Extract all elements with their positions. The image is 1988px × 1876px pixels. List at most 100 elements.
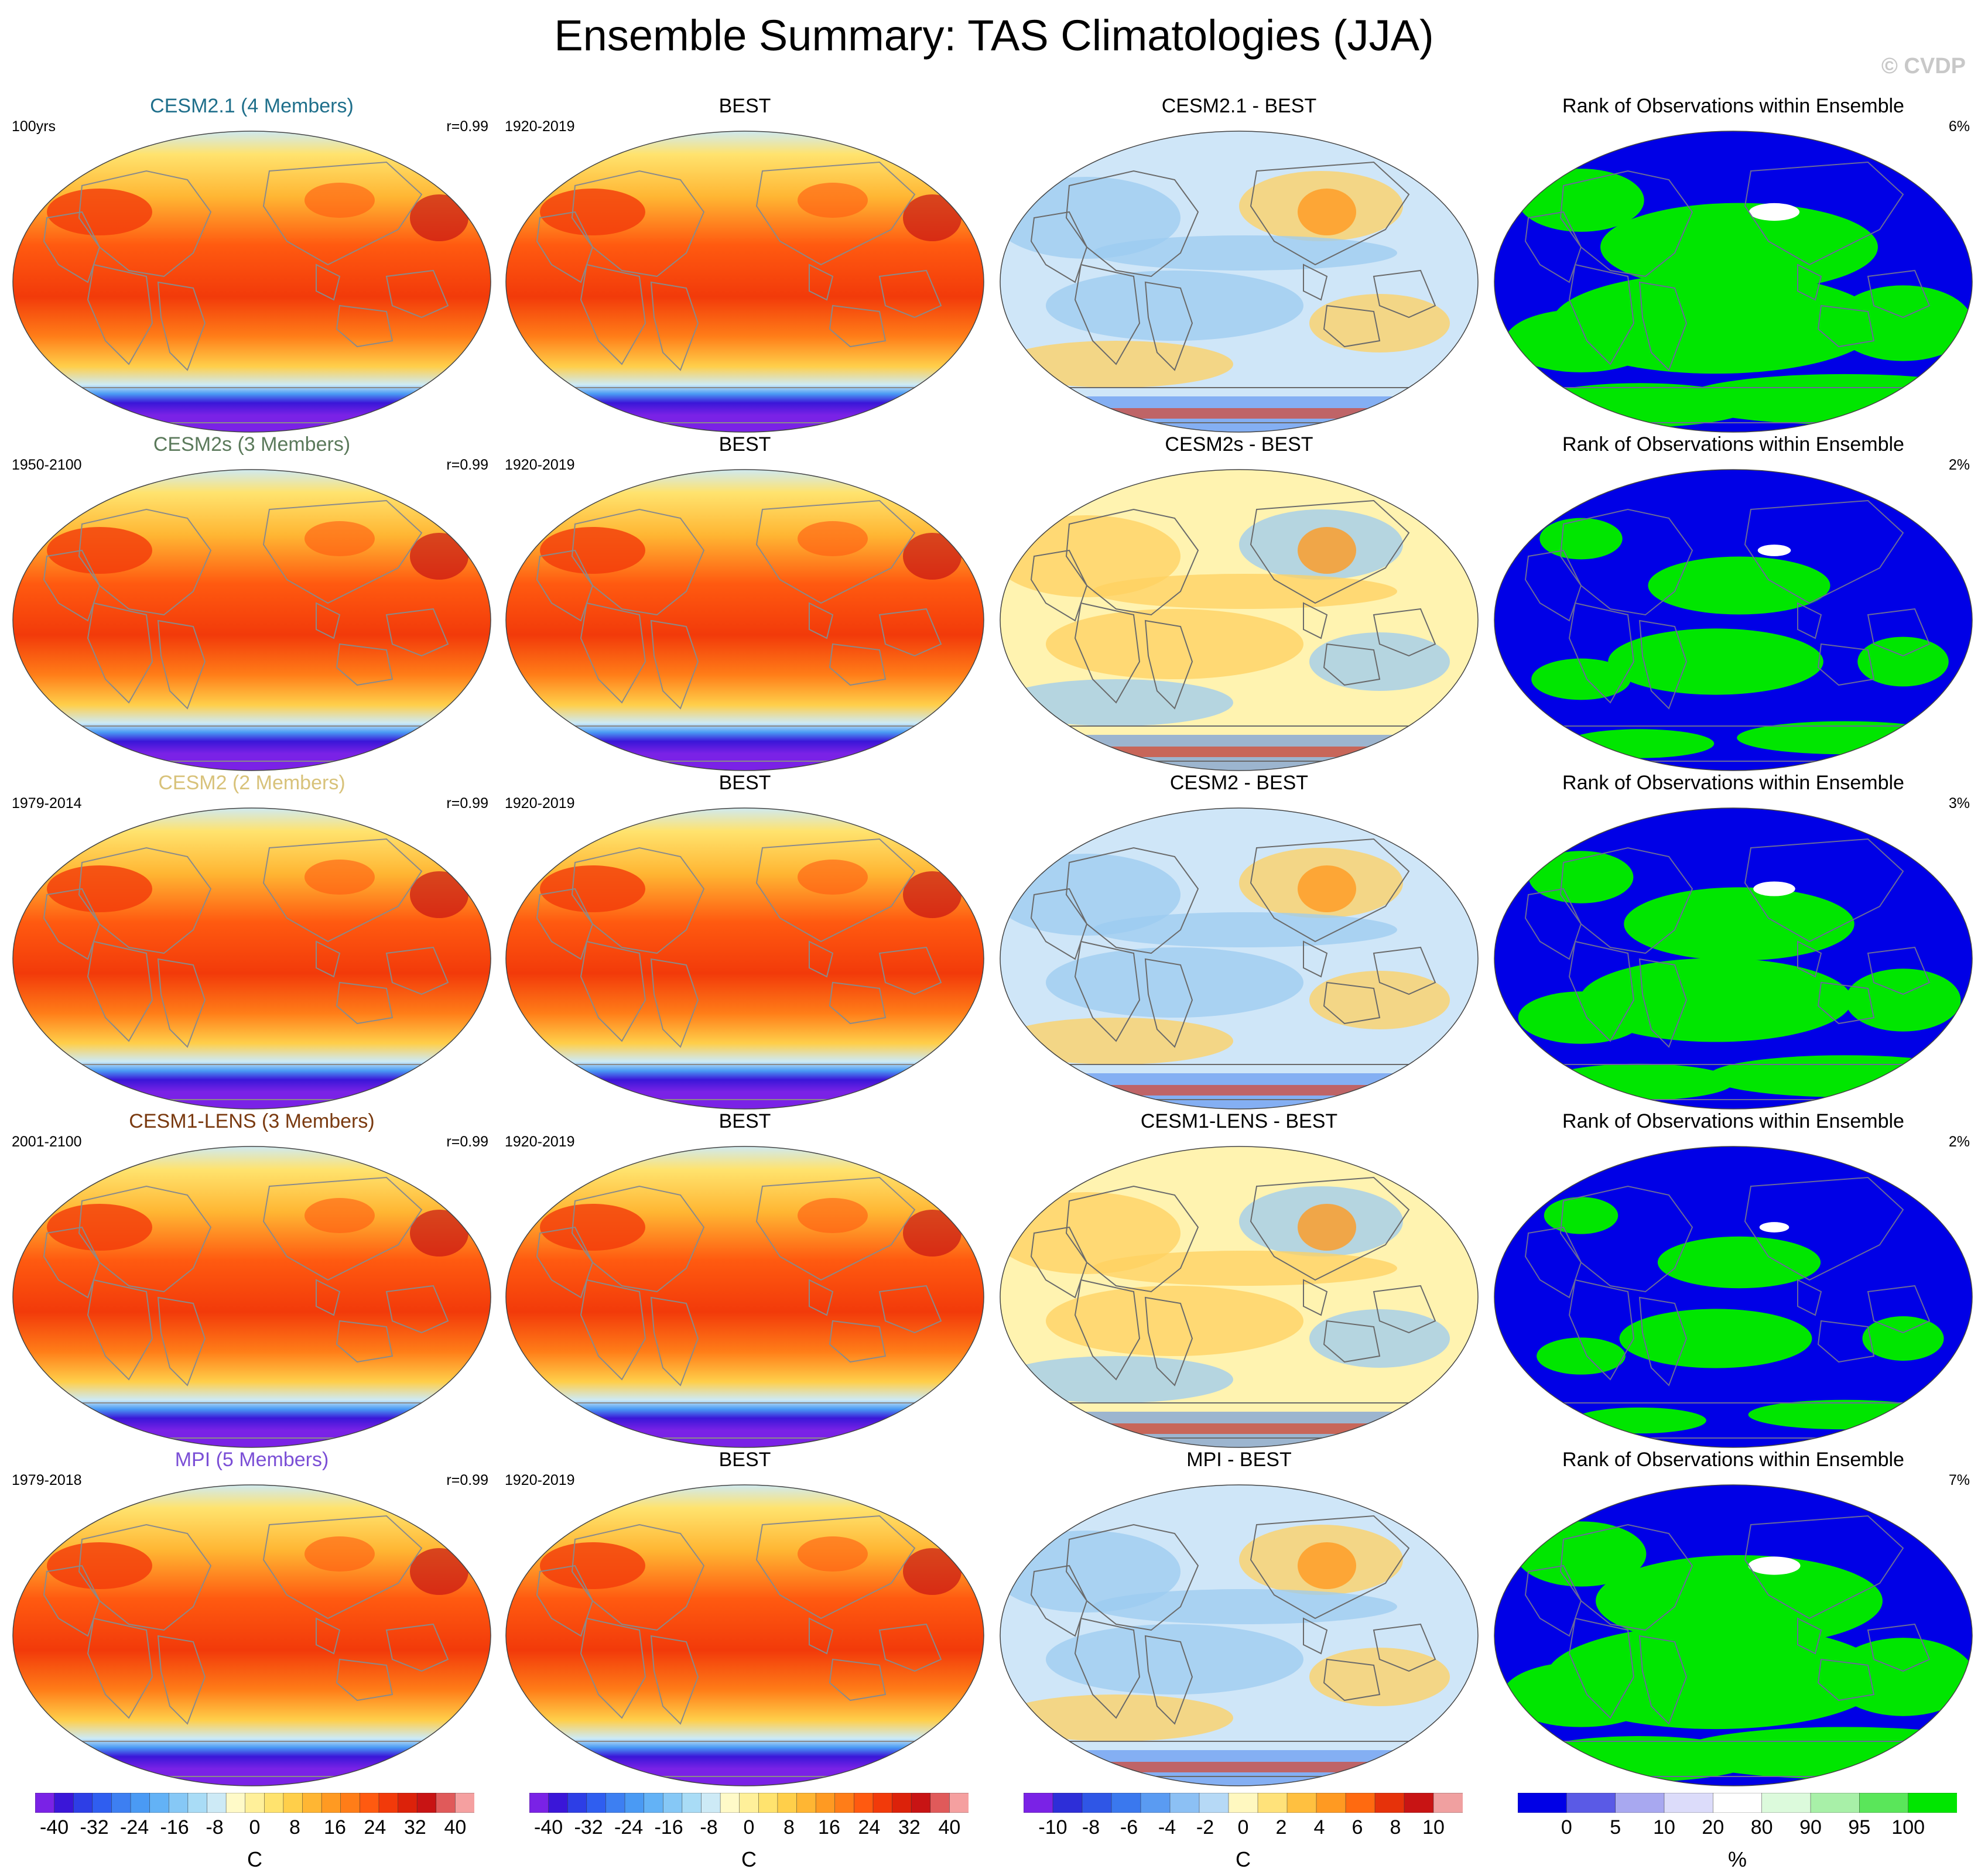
colorbar-swatch [302, 1793, 322, 1813]
observation-panel: BEST 1920-2019 [505, 95, 985, 433]
globe-map [1000, 1484, 1479, 1786]
colorbar-swatch [949, 1793, 969, 1813]
pattern-correlation-label: r=0.99 [446, 795, 488, 812]
observation-panel: BEST 1920-2019 [505, 1449, 985, 1787]
colorbar-tick-label: 40 [444, 1816, 467, 1839]
colorbar-swatch [892, 1793, 912, 1813]
globe-map [1494, 1484, 1973, 1786]
colorbar-swatch [930, 1793, 950, 1813]
pattern-correlation-label: r=0.99 [446, 457, 488, 473]
colorbar-swatch [378, 1793, 399, 1813]
model-climatology-panel: CESM2s (3 Members) 1950-2100 r=0.99 [12, 433, 492, 772]
period-label: 1920-2019 [505, 795, 575, 812]
colorbar-swatch [187, 1793, 208, 1813]
colorbar-swatch [1316, 1793, 1346, 1813]
colorbar-swatches [1518, 1793, 1957, 1813]
period-label: 1979-2018 [12, 1472, 82, 1488]
colorbar-tick-label: 4 [1313, 1816, 1325, 1839]
panel-title: CESM2 - BEST [1169, 772, 1309, 794]
panel-title: Rank of Observations within Ensemble [1562, 772, 1904, 794]
colorbar-tick-label: -16 [654, 1816, 683, 1839]
colorbar-tick-label: 80 [1750, 1816, 1773, 1839]
colorbar-tick-label: 24 [364, 1816, 386, 1839]
colorbar-tick-label: 16 [324, 1816, 346, 1839]
colorbar: -40 -32 -24 -16 -8 0 8 16 24 32 40 C [35, 1793, 515, 1871]
colorbar-swatch [644, 1793, 664, 1813]
colorbar-swatch [1082, 1793, 1112, 1813]
pattern-correlation-label: r=0.99 [446, 1134, 488, 1150]
colorbar-swatch [834, 1793, 855, 1813]
colorbar-swatch [663, 1793, 683, 1813]
colorbar-swatch [1111, 1793, 1141, 1813]
panel-title: MPI (5 Members) [174, 1449, 329, 1471]
panel-title: BEST [718, 772, 771, 794]
colorbar-swatch [92, 1793, 112, 1813]
model-climatology-panel: CESM2 (2 Members) 1979-2014 r=0.99 [12, 772, 492, 1110]
period-label: 1920-2019 [505, 1472, 575, 1488]
panel-title: Rank of Observations within Ensemble [1562, 95, 1904, 117]
colorbar-tick-label: 40 [938, 1816, 961, 1839]
globe-map [505, 807, 984, 1110]
colorbar-swatch [796, 1793, 816, 1813]
globe-map [12, 807, 491, 1110]
period-label: 1920-2019 [505, 1134, 575, 1150]
colorbar-unit-label: % [1727, 1847, 1747, 1871]
pattern-correlation-label: r=0.99 [446, 1472, 488, 1488]
period-label: 1920-2019 [505, 457, 575, 473]
panel-title: Rank of Observations within Ensemble [1562, 433, 1904, 456]
difference-panel: CESM2s - BEST [999, 433, 1479, 772]
colorbar-tick-label: 95 [1848, 1816, 1871, 1839]
colorbar-swatch [1169, 1793, 1200, 1813]
colorbar-swatches [35, 1793, 474, 1813]
panel-title: CESM1-LENS (3 Members) [129, 1110, 375, 1132]
observation-panel: BEST 1920-2019 [505, 772, 985, 1110]
colorbar-swatch [720, 1793, 740, 1813]
colorbar-tick-label: 0 [743, 1816, 755, 1839]
colorbar-swatch [111, 1793, 131, 1813]
rank-panel: Rank of Observations within Ensemble 6% [1493, 95, 1973, 433]
rank-panel: Rank of Observations within Ensemble 2% [1493, 1110, 1973, 1449]
colorbar-tick-label: 8 [289, 1816, 300, 1839]
colorbar-swatch [1761, 1793, 1811, 1813]
colorbar-swatch [1518, 1793, 1568, 1813]
colorbar-swatch [548, 1793, 568, 1813]
colorbar-swatch [169, 1793, 189, 1813]
model-climatology-panel: MPI (5 Members) 1979-2018 r=0.99 [12, 1449, 492, 1787]
colorbar-swatch [1713, 1793, 1763, 1813]
panel-title: CESM2.1 (4 Members) [150, 95, 354, 117]
colorbar-swatch [1286, 1793, 1317, 1813]
panel-title: Rank of Observations within Ensemble [1562, 1449, 1904, 1471]
colorbar-tick-label: 5 [1610, 1816, 1621, 1839]
colorbar-swatch [245, 1793, 265, 1813]
colorbar-tick-label: -32 [80, 1816, 109, 1839]
colorbar-tick-label: 32 [898, 1816, 921, 1839]
colorbar-swatch [149, 1793, 170, 1813]
colorbar-swatch [815, 1793, 836, 1813]
colorbar-swatch [1199, 1793, 1229, 1813]
globe-map [1494, 807, 1973, 1110]
globe-map [1000, 469, 1479, 771]
model-climatology-panel: CESM2.1 (4 Members) 100yrs r=0.99 [12, 95, 492, 433]
colorbar-swatch [283, 1793, 303, 1813]
colorbar-swatch [436, 1793, 456, 1813]
globe-map [1000, 1146, 1479, 1448]
globe-map [1000, 807, 1479, 1110]
colorbar-swatch [340, 1793, 361, 1813]
colorbar-swatch [758, 1793, 778, 1813]
colorbar-swatch [1345, 1793, 1375, 1813]
period-label: 1950-2100 [12, 457, 82, 473]
rank-percent-label: 7% [1948, 1472, 1970, 1488]
colorbar-swatch [1404, 1793, 1434, 1813]
copyright-label: © CVDP [1881, 54, 1966, 78]
colorbar-swatch [1024, 1793, 1053, 1813]
difference-panel: CESM2 - BEST [999, 772, 1479, 1110]
colorbar-swatch [1052, 1793, 1083, 1813]
colorbar-swatch [739, 1793, 759, 1813]
colorbar-tick-label: -6 [1120, 1816, 1138, 1839]
rank-percent-label: 6% [1948, 118, 1970, 135]
colorbar-swatch [624, 1793, 645, 1813]
globe-map [1494, 469, 1973, 771]
panel-title: CESM2 (2 Members) [158, 772, 345, 794]
colorbar-swatches [1024, 1793, 1463, 1813]
colorbar-tick-label: -40 [40, 1816, 69, 1839]
